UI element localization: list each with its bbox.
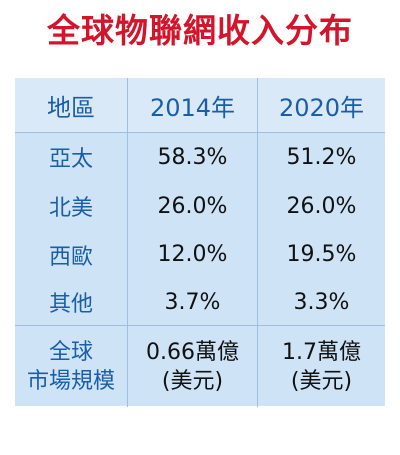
market-2014-unit: (美元): [161, 368, 224, 394]
market-size-row: 全球 市場規模 0.66萬億 (美元) 1.7萬億 (美元): [15, 325, 385, 407]
value-2020-cell: 19.5%: [257, 230, 385, 279]
table-header-row: 地區 2014年 2020年: [15, 78, 385, 133]
table-row: 北美 26.0% 26.0%: [15, 182, 385, 230]
market-size-label: 全球 市場規模: [15, 326, 127, 407]
value-2020-cell: 26.0%: [257, 182, 385, 230]
region-cell: 西歐: [48, 244, 93, 270]
market-label-line1: 全球: [48, 339, 93, 365]
header-2014: 2014年: [127, 78, 257, 132]
region-cell: 其他: [48, 292, 93, 317]
table-row: 西歐 12.0% 19.5%: [15, 230, 385, 279]
revenue-table: 地區 2014年 2020年 亞太 58.3% 51.2% 北美 26.0% 2…: [15, 78, 385, 407]
market-2020-cell: 1.7萬億 (美元): [257, 326, 385, 407]
market-2014-cell: 0.66萬億 (美元): [127, 326, 257, 407]
value-2014-cell: 26.0%: [127, 182, 257, 230]
value-2020-cell: 3.3%: [257, 279, 385, 325]
region-cell: 北美: [48, 196, 93, 221]
market-2020-amount: 1.7萬億: [282, 339, 361, 365]
value-2014-cell: 3.7%: [127, 279, 257, 325]
market-2014-amount: 0.66萬億: [146, 339, 239, 365]
market-2020-unit: (美元): [290, 368, 353, 394]
header-region: 地區: [47, 93, 95, 122]
market-label-line2: 市場規模: [26, 368, 115, 394]
table-row: 亞太 58.3% 51.2%: [15, 132, 385, 182]
chart-title: 全球物聯網收入分布: [47, 11, 353, 50]
table-row: 其他 3.7% 3.3%: [15, 279, 385, 325]
region-cell: 亞太: [48, 147, 93, 172]
header-2020: 2020年: [257, 78, 385, 132]
value-2014-cell: 12.0%: [127, 230, 257, 279]
value-2020-cell: 51.2%: [257, 132, 385, 182]
value-2014-cell: 58.3%: [127, 132, 257, 182]
